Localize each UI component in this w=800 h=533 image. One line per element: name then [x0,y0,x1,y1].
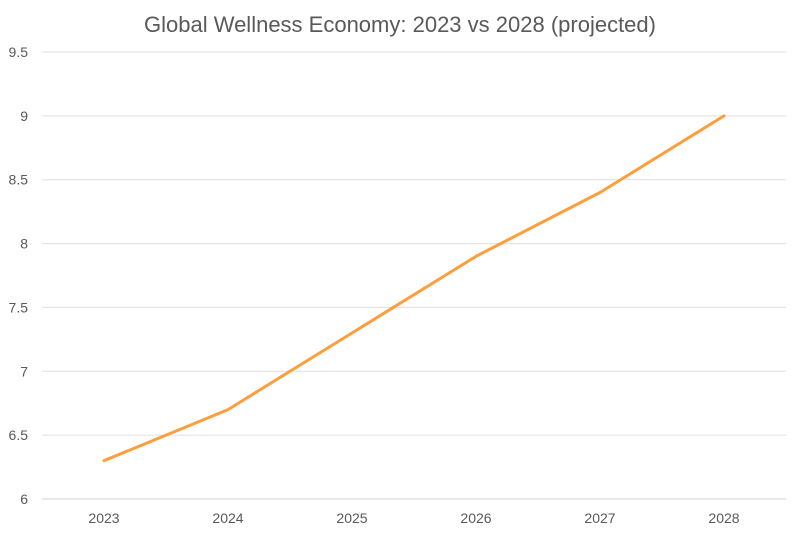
x-tick-label: 2027 [584,510,615,526]
y-tick-label: 8.5 [9,172,29,188]
y-axis-ticks: 6 6.5 7 7.5 8 8.5 9 9.5 [9,44,29,507]
chart-title: Global Wellness Economy: 2023 vs 2028 (p… [144,12,656,37]
series-line [102,114,726,463]
y-tick-label: 7.5 [9,299,29,315]
x-tick-label: 2023 [88,510,119,526]
x-tick-label: 2028 [708,510,739,526]
series-group [102,114,726,463]
y-tick-label: 8 [20,236,28,252]
x-tick-label: 2025 [336,510,367,526]
y-tick-label: 9.5 [9,44,29,60]
x-axis-ticks: 2023 2024 2025 2026 2027 2028 [88,510,739,526]
y-tick-label: 9 [20,108,28,124]
gridlines [42,51,786,500]
x-tick-label: 2026 [460,510,491,526]
y-tick-label: 7 [20,363,28,379]
y-tick-label: 6.5 [9,427,29,443]
y-tick-label: 6 [20,491,28,507]
x-tick-label: 2024 [212,510,243,526]
